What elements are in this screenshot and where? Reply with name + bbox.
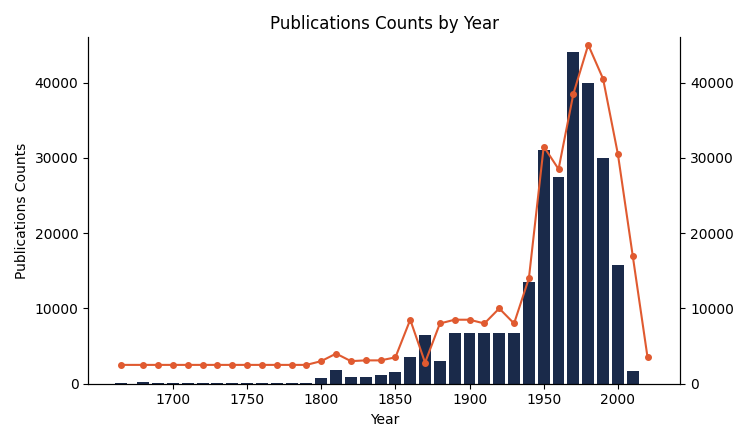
Bar [137,382,149,384]
Bar [612,266,624,384]
Bar [523,282,535,384]
Bar [479,332,491,384]
Bar [508,332,520,384]
Bar [330,370,342,384]
Bar [553,177,565,384]
Bar [345,377,357,384]
Title: Publications Counts by Year: Publications Counts by Year [270,15,499,33]
Bar [538,150,550,384]
Bar [404,358,416,384]
Bar [152,383,164,384]
Bar [360,377,372,384]
Bar [568,53,579,384]
Bar [494,332,505,384]
Bar [434,361,446,384]
Bar [419,335,431,384]
Bar [167,383,179,384]
Bar [374,375,386,384]
Y-axis label: Publications Counts: Publications Counts [15,142,29,278]
Bar [627,371,639,384]
Bar [464,332,476,384]
Bar [597,158,609,384]
Bar [115,383,127,384]
Bar [449,332,461,384]
Bar [389,373,401,384]
Bar [315,378,327,384]
Bar [582,83,594,384]
X-axis label: Year: Year [369,413,399,427]
Bar [285,383,297,384]
